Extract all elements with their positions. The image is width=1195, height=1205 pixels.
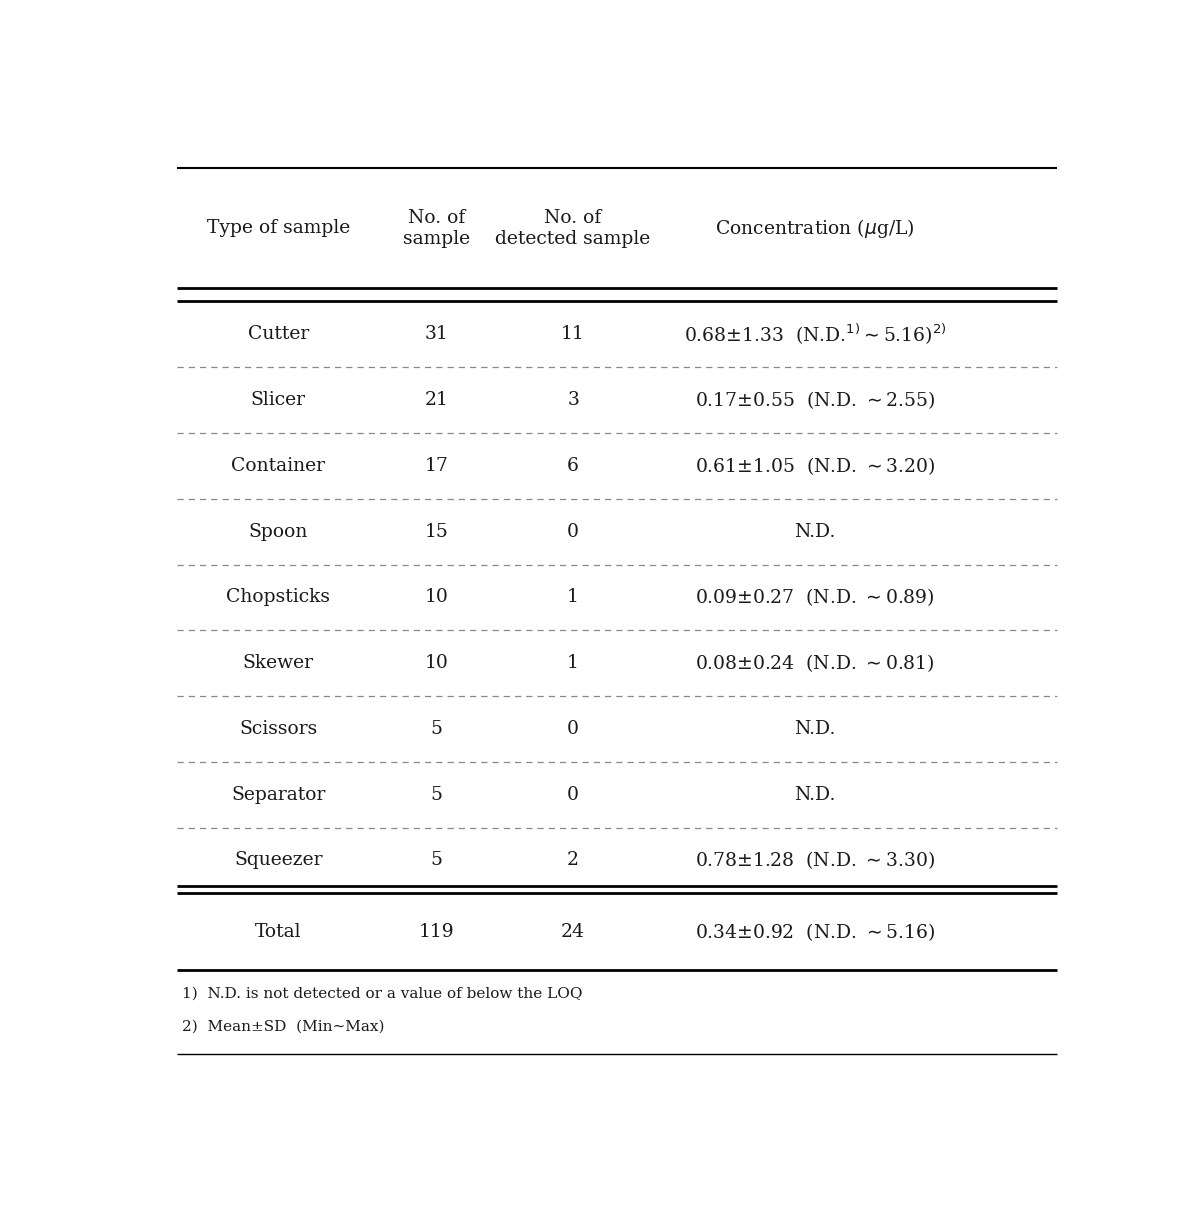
Text: 5: 5	[430, 719, 442, 737]
Text: Cutter: Cutter	[247, 325, 310, 343]
Text: Container: Container	[232, 457, 325, 475]
Text: Separator: Separator	[231, 786, 325, 804]
Text: 31: 31	[425, 325, 448, 343]
Text: 0.34$\pm$0.92  (N.D. $\sim$5.16): 0.34$\pm$0.92 (N.D. $\sim$5.16)	[695, 921, 934, 942]
Text: 17: 17	[424, 457, 448, 475]
Text: Spoon: Spoon	[249, 523, 308, 541]
Text: 0.78$\pm$1.28  (N.D. $\sim$3.30): 0.78$\pm$1.28 (N.D. $\sim$3.30)	[695, 850, 934, 871]
Text: 0.68$\pm$1.33  (N.D.$^{1)}$$\sim$5.16)$^{2)}$: 0.68$\pm$1.33 (N.D.$^{1)}$$\sim$5.16)$^{…	[684, 322, 946, 347]
Text: 15: 15	[424, 523, 448, 541]
Text: 0: 0	[568, 786, 580, 804]
Text: 0.08$\pm$0.24  (N.D. $\sim$0.81): 0.08$\pm$0.24 (N.D. $\sim$0.81)	[695, 652, 934, 674]
Text: Total: Total	[255, 923, 301, 941]
Text: 1: 1	[568, 654, 580, 672]
Text: 5: 5	[430, 852, 442, 870]
Text: 5: 5	[430, 786, 442, 804]
Text: 0: 0	[568, 523, 580, 541]
Text: 1)  N.D. is not detected or a value of below the LOQ: 1) N.D. is not detected or a value of be…	[182, 987, 582, 1001]
Text: Concentration ($\it{\mu}$g/L): Concentration ($\it{\mu}$g/L)	[715, 217, 915, 240]
Text: 0.17$\pm$0.55  (N.D. $\sim$2.55): 0.17$\pm$0.55 (N.D. $\sim$2.55)	[694, 389, 936, 411]
Text: 2)  Mean±SD  (Min∼Max): 2) Mean±SD (Min∼Max)	[182, 1019, 385, 1034]
Text: 11: 11	[562, 325, 584, 343]
Text: Squeezer: Squeezer	[234, 852, 323, 870]
Text: 119: 119	[419, 923, 454, 941]
Text: 1: 1	[568, 588, 580, 606]
Text: Skewer: Skewer	[243, 654, 314, 672]
Text: 10: 10	[424, 588, 448, 606]
Text: No. of
sample: No. of sample	[403, 208, 471, 247]
Text: Type of sample: Type of sample	[207, 219, 350, 237]
Text: Chopsticks: Chopsticks	[226, 588, 330, 606]
Text: 0.61$\pm$1.05  (N.D. $\sim$3.20): 0.61$\pm$1.05 (N.D. $\sim$3.20)	[695, 455, 934, 477]
Text: 0: 0	[568, 719, 580, 737]
Text: 6: 6	[568, 457, 580, 475]
Text: 21: 21	[424, 392, 448, 408]
Text: N.D.: N.D.	[795, 719, 835, 737]
Text: 3: 3	[568, 392, 580, 408]
Text: N.D.: N.D.	[795, 523, 835, 541]
Text: 24: 24	[562, 923, 586, 941]
Text: N.D.: N.D.	[795, 786, 835, 804]
Text: 0.09$\pm$0.27  (N.D. $\sim$0.89): 0.09$\pm$0.27 (N.D. $\sim$0.89)	[695, 587, 934, 609]
Text: Slicer: Slicer	[251, 392, 306, 408]
Text: Scissors: Scissors	[239, 719, 318, 737]
Text: No. of
detected sample: No. of detected sample	[496, 208, 651, 247]
Text: 2: 2	[568, 852, 580, 870]
Text: 10: 10	[424, 654, 448, 672]
